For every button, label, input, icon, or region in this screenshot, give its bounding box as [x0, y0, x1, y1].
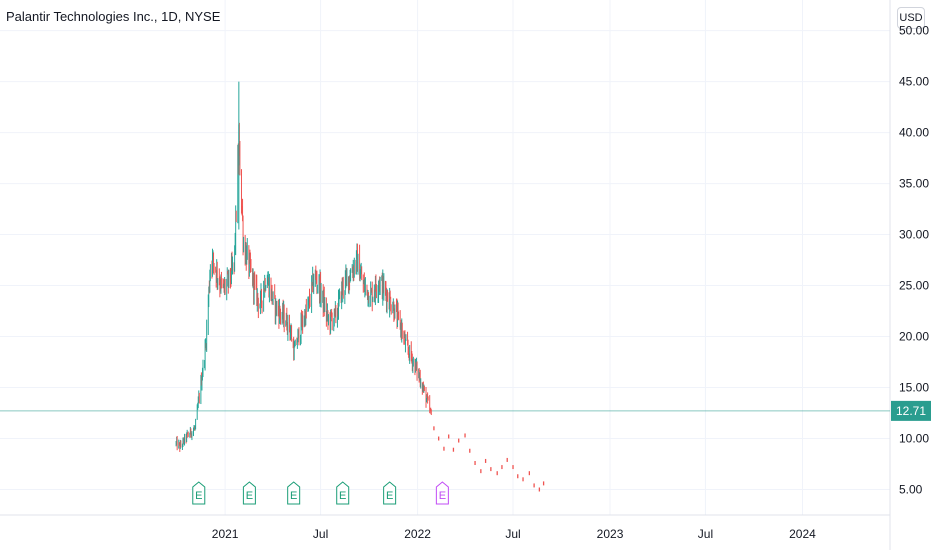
y-tick-label: 5.00 — [899, 483, 923, 497]
y-tick-label: 20.00 — [899, 330, 929, 344]
y-tick-label: 35.00 — [899, 177, 929, 191]
earnings-marker[interactable] — [435, 481, 449, 505]
earnings-marker-label: E — [195, 490, 202, 502]
earnings-marker-label: E — [439, 490, 446, 502]
y-tick-label: 15.00 — [899, 381, 929, 395]
earnings-marker[interactable] — [242, 481, 256, 505]
earnings-marker[interactable] — [192, 481, 206, 505]
last-price-label: 12.71 — [896, 404, 926, 418]
x-tick-label: 2023 — [597, 527, 624, 541]
currency-button[interactable]: USD — [897, 7, 925, 29]
earnings-marker-label: E — [386, 490, 393, 502]
x-tick-label: Jul — [698, 527, 713, 541]
x-tick-label: 2022 — [404, 527, 431, 541]
earnings-marker[interactable] — [287, 481, 301, 505]
y-tick-label: 25.00 — [899, 279, 929, 293]
last-price-badge — [891, 400, 931, 421]
x-tick-label: 2024 — [789, 527, 816, 541]
x-tick-label: Jul — [505, 527, 520, 541]
earnings-marker-label: E — [339, 490, 346, 502]
y-tick-label: 50.00 — [899, 24, 929, 38]
x-tick-label: 2021 — [212, 527, 239, 541]
y-tick-label: 40.00 — [899, 126, 929, 140]
chart-title: Palantir Technologies Inc., 1D, NYSE — [6, 9, 221, 24]
y-tick-label: 10.00 — [899, 432, 929, 446]
earnings-marker[interactable] — [383, 481, 397, 505]
earnings-marker[interactable] — [336, 481, 350, 505]
x-tick-label: Jul — [313, 527, 328, 541]
earnings-marker-label: E — [246, 490, 253, 502]
y-tick-label: 45.00 — [899, 75, 929, 89]
y-tick-label: 30.00 — [899, 228, 929, 242]
earnings-marker-label: E — [290, 490, 297, 502]
